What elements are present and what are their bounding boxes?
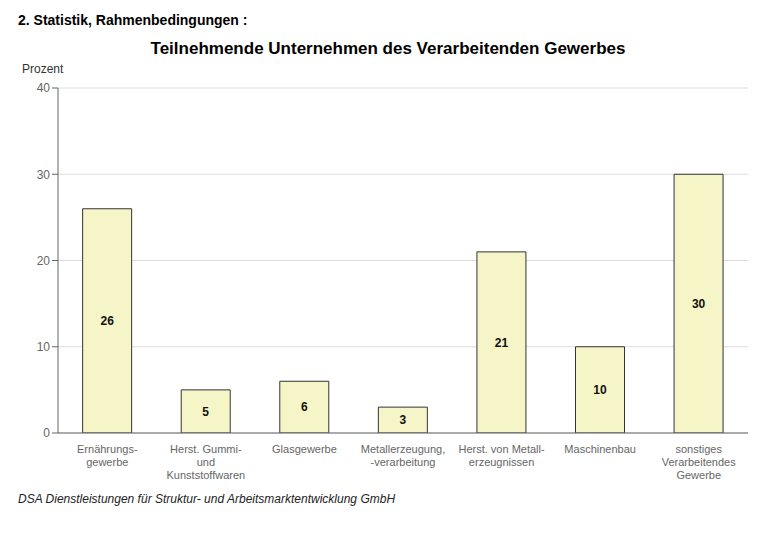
svg-text:10: 10 [593, 383, 607, 397]
html-text:Prozent: Prozent [22, 62, 64, 76]
svg-text:20: 20 [37, 254, 51, 268]
svg-text:40: 40 [37, 81, 51, 95]
svg-text:6: 6 [301, 400, 308, 414]
svg-text:0: 0 [43, 426, 50, 440]
svg-text:Metallerzeugung,-verarbeitung: Metallerzeugung,-verarbeitung [361, 443, 445, 468]
svg-text:Maschinenbau: Maschinenbau [564, 443, 636, 455]
svg-text:30: 30 [37, 168, 51, 182]
html-text:2. Statistik, Rahmenbedingunge: 2. Statistik, Rahmenbedingungen : [18, 12, 248, 28]
svg-text:30: 30 [692, 297, 706, 311]
svg-text:Herst. von Metall-erzeugnissen: Herst. von Metall-erzeugnissen [458, 443, 545, 468]
svg-text:21: 21 [495, 336, 509, 350]
svg-text:3: 3 [400, 413, 407, 427]
svg-text:5: 5 [202, 405, 209, 419]
svg-text:Glasgewerbe: Glasgewerbe [272, 443, 337, 455]
html-text:DSA Dienstleistungen für Struk: DSA Dienstleistungen für Struktur- und A… [18, 492, 395, 506]
svg-text:10: 10 [37, 340, 51, 354]
svg-text:26: 26 [100, 314, 114, 328]
svg-text:sonstigesVerarbeitendesGewerbe: sonstigesVerarbeitendesGewerbe [662, 443, 736, 481]
html-text:Teilnehmende Unternehmen des V: Teilnehmende Unternehmen des Verarbeiten… [150, 39, 626, 58]
svg-text:Ernährungs-gewerbe: Ernährungs-gewerbe [77, 443, 138, 468]
svg-text:Herst. Gummi-undKunststoffware: Herst. Gummi-undKunststoffwaren [167, 443, 246, 481]
